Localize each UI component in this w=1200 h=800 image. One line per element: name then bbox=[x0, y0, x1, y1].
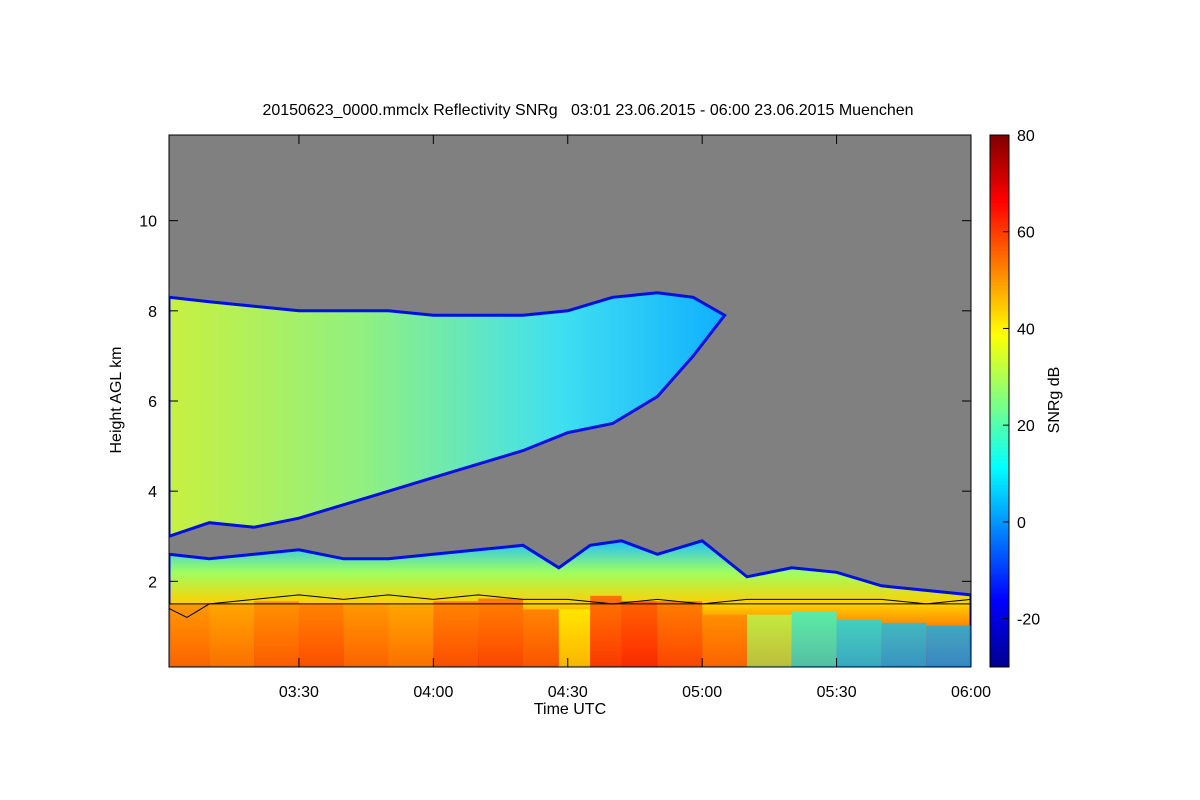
y-tick-label: 10 bbox=[139, 214, 157, 231]
lower-layer-column bbox=[926, 625, 971, 667]
lower-layer-column bbox=[523, 609, 559, 667]
x-tick-label: 05:00 bbox=[682, 684, 722, 701]
lower-layer-column bbox=[298, 603, 344, 667]
colorbar-tick-label: 0 bbox=[1017, 515, 1026, 532]
lower-layer-column bbox=[836, 620, 882, 667]
lower-layer-column bbox=[169, 603, 210, 667]
data-layer bbox=[169, 291, 971, 667]
y-axis-label: Height AGL km bbox=[108, 346, 125, 453]
lower-layer-column bbox=[881, 622, 927, 667]
x-tick-label: 04:00 bbox=[413, 684, 453, 701]
boundary-layer-line bbox=[169, 594, 971, 618]
x-tick-label: 05:30 bbox=[817, 684, 857, 701]
axes: 03:30 04:00 04:30 05:00 05:30 06:00 2 4 6 8 10 bbox=[139, 135, 991, 701]
lower-layer-column bbox=[209, 603, 255, 667]
colorbar bbox=[989, 134, 1010, 668]
chart-title: 20150623_0000.mmclx Reflectivity SNRg 03… bbox=[262, 102, 913, 119]
lower-layer-column bbox=[702, 614, 747, 667]
colorbar-tick-label: 80 bbox=[1017, 128, 1035, 145]
y-tick-label: 2 bbox=[148, 574, 157, 591]
lower-layer-column bbox=[747, 614, 792, 667]
colorbar-label: SNRg dB bbox=[1046, 367, 1063, 434]
lower-layer-column bbox=[657, 601, 703, 667]
lower-layer-column bbox=[558, 609, 591, 667]
colorbar-tick-label: -20 bbox=[1017, 612, 1040, 629]
y-tick-label: 4 bbox=[148, 484, 157, 501]
x-axis-label: Time UTC bbox=[534, 701, 606, 718]
lower-layer-column bbox=[621, 601, 658, 667]
x-tick-label: 04:30 bbox=[548, 684, 588, 701]
upper-cloud-layer bbox=[169, 291, 727, 538]
colorbar-tick-label: 60 bbox=[1017, 225, 1035, 242]
lower-layer-column bbox=[254, 601, 299, 667]
lower-layer-column bbox=[590, 595, 622, 667]
colorbar-axis: -20 0 20 40 60 80 bbox=[1003, 128, 1040, 629]
lower-layer-column bbox=[791, 612, 837, 667]
lower-layer-column bbox=[433, 601, 479, 667]
x-tick-label: 06:00 bbox=[951, 684, 991, 701]
colorbar-tick-label: 20 bbox=[1017, 418, 1035, 435]
lower-layer-column bbox=[478, 598, 523, 667]
colorbar-tick-label: 40 bbox=[1017, 321, 1035, 338]
lower-layer-column bbox=[388, 603, 434, 667]
x-tick-label: 03:30 bbox=[279, 684, 319, 701]
y-tick-label: 6 bbox=[148, 394, 157, 411]
lower-layer-column bbox=[343, 603, 389, 667]
y-tick-label: 8 bbox=[148, 304, 157, 321]
